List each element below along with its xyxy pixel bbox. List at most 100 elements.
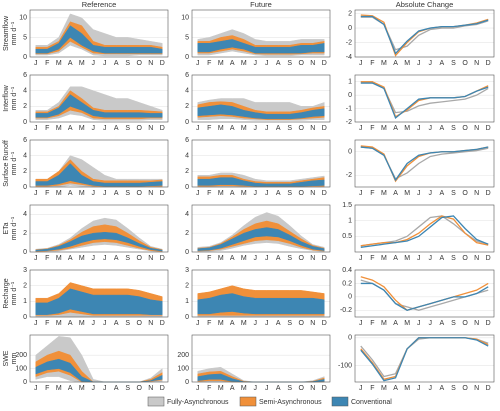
x-tick-label: A <box>68 190 73 197</box>
x-tick-label: A <box>393 255 398 262</box>
x-tick-label: J <box>254 385 258 392</box>
x-tick-label: S <box>287 255 292 262</box>
x-tick-label: J <box>429 190 433 197</box>
x-tick-label: D <box>322 190 327 197</box>
x-tick-label: A <box>230 255 235 262</box>
x-tick-label: F <box>207 385 211 392</box>
x-tick-label: J <box>429 255 433 262</box>
y-tick-label: 1 <box>23 298 27 305</box>
x-tick-label: A <box>393 125 398 132</box>
x-tick-label: D <box>486 125 491 132</box>
x-tick-label: A <box>440 60 445 67</box>
x-tick-label: M <box>79 125 85 132</box>
x-tick-label: M <box>241 385 247 392</box>
y-tick-label: 3 <box>185 267 189 274</box>
y-axis-label: Interflow <box>3 84 10 111</box>
x-tick-label: M <box>79 385 85 392</box>
x-tick-label: M <box>404 190 410 197</box>
x-tick-label: A <box>393 385 398 392</box>
y-tick-label: 2 <box>185 283 189 290</box>
plot-frame <box>354 269 495 318</box>
x-tick-label: M <box>241 190 247 197</box>
y-tick-label: -100 <box>338 362 352 369</box>
x-tick-label: S <box>451 320 456 327</box>
x-tick-label: M <box>79 255 85 262</box>
plot-frame <box>191 334 331 383</box>
x-tick-label: J <box>417 255 421 262</box>
x-tick-label: N <box>148 320 153 327</box>
x-tick-label: J <box>254 60 258 67</box>
x-tick-label: J <box>417 125 421 132</box>
x-tick-label: N <box>148 190 153 197</box>
x-tick-label: S <box>125 125 130 132</box>
x-tick-label: A <box>276 60 281 67</box>
x-tick-label: M <box>381 385 387 392</box>
x-tick-label: M <box>56 125 62 132</box>
x-tick-label: F <box>207 60 211 67</box>
x-tick-label: D <box>160 190 165 197</box>
y-tick-label: 0.5 <box>342 233 352 240</box>
x-tick-label: F <box>45 190 49 197</box>
y-tick-label: 0 <box>348 25 352 32</box>
y-tick-label: 0.4 <box>342 267 352 274</box>
x-tick-label: M <box>56 320 62 327</box>
x-tick-label: A <box>276 125 281 132</box>
x-tick-label: O <box>462 320 468 327</box>
x-tick-label: O <box>137 320 143 327</box>
plot-frame <box>354 9 495 58</box>
x-tick-label: O <box>299 60 305 67</box>
plot-frame <box>191 269 331 318</box>
x-tick-label: J <box>196 190 200 197</box>
x-tick-label: D <box>160 255 165 262</box>
y-axis-label: mm d⁻¹ <box>11 21 18 45</box>
x-tick-label: A <box>393 60 398 67</box>
plot-frame <box>191 9 331 58</box>
y-tick-label: 0 <box>23 314 27 321</box>
y-tick-label: 100 <box>15 365 27 372</box>
y-tick-label: 200 <box>177 352 189 359</box>
y-tick-label: 1 <box>348 79 352 86</box>
x-tick-label: A <box>440 385 445 392</box>
x-tick-label: O <box>299 190 305 197</box>
x-tick-label: J <box>254 125 258 132</box>
y-tick-label: 0 <box>23 184 27 191</box>
x-tick-label: F <box>45 60 49 67</box>
x-tick-label: J <box>359 385 363 392</box>
x-tick-label: M <box>56 255 62 262</box>
x-tick-label: J <box>265 385 269 392</box>
x-tick-label: O <box>299 385 305 392</box>
x-tick-label: S <box>451 255 456 262</box>
x-tick-label: A <box>276 320 281 327</box>
column-title: Future <box>250 0 272 9</box>
x-tick-label: M <box>56 60 62 67</box>
y-tick-label: 10 <box>181 15 189 22</box>
y-tick-label: 5 <box>185 34 189 41</box>
x-tick-label: J <box>359 125 363 132</box>
x-tick-label: F <box>45 320 49 327</box>
x-tick-label: J <box>265 320 269 327</box>
x-tick-label: J <box>417 320 421 327</box>
x-tick-label: M <box>241 125 247 132</box>
y-tick-label: 1 <box>185 298 189 305</box>
x-tick-label: M <box>56 385 62 392</box>
change-line <box>360 337 489 382</box>
change-line <box>360 146 489 182</box>
y-tick-label: 0 <box>348 294 352 301</box>
y-tick-label: 6 <box>185 72 189 79</box>
x-tick-label: D <box>322 60 327 67</box>
y-tick-label: 6 <box>23 72 27 79</box>
column-title: Reference <box>82 0 117 9</box>
y-tick-label: 6 <box>185 137 189 144</box>
y-tick-label: 1.5 <box>342 202 352 209</box>
x-tick-label: A <box>230 125 235 132</box>
y-tick-label: -2 <box>346 172 352 179</box>
plot-frame <box>29 269 169 318</box>
x-tick-label: J <box>103 125 107 132</box>
x-tick-label: J <box>359 255 363 262</box>
x-tick-label: J <box>92 385 96 392</box>
y-tick-label: 3 <box>23 267 27 274</box>
x-tick-label: A <box>68 60 73 67</box>
x-tick-label: F <box>45 125 49 132</box>
x-tick-label: N <box>148 60 153 67</box>
y-axis-label: ETa <box>3 222 10 234</box>
